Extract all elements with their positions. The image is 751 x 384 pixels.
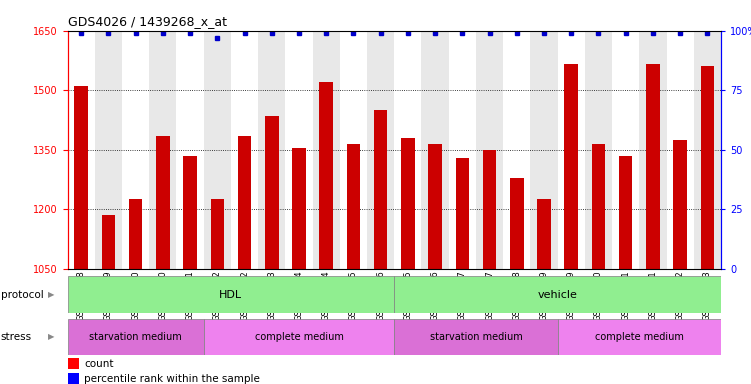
Bar	[156, 136, 170, 269]
Bar	[68, 373, 80, 384]
Bar	[421, 31, 449, 269]
Bar	[292, 148, 306, 269]
Bar	[68, 359, 80, 369]
Bar	[238, 136, 252, 269]
Bar	[95, 31, 122, 269]
Bar	[537, 199, 550, 269]
Text: ▶: ▶	[48, 290, 55, 299]
Bar	[204, 31, 231, 269]
Text: starvation medium: starvation medium	[89, 332, 182, 342]
Bar	[68, 319, 204, 355]
Bar	[639, 31, 667, 269]
Bar	[183, 156, 197, 269]
Bar	[646, 65, 659, 269]
Text: stress: stress	[1, 332, 32, 342]
Bar	[701, 66, 714, 269]
Bar	[428, 144, 442, 269]
Bar	[210, 199, 224, 269]
Text: GDS4026 / 1439268_x_at: GDS4026 / 1439268_x_at	[68, 15, 227, 28]
Text: protocol: protocol	[1, 290, 44, 300]
Bar	[374, 110, 388, 269]
Text: count: count	[84, 359, 113, 369]
Text: complete medium: complete medium	[255, 332, 343, 342]
Bar	[401, 138, 415, 269]
Bar	[483, 150, 496, 269]
Bar	[312, 31, 339, 269]
Bar	[74, 86, 88, 269]
Text: complete medium: complete medium	[595, 332, 683, 342]
Bar	[619, 156, 632, 269]
Bar	[265, 116, 279, 269]
Text: vehicle: vehicle	[538, 290, 578, 300]
Bar	[585, 31, 612, 269]
Bar	[347, 144, 360, 269]
Bar	[394, 319, 557, 355]
Bar	[101, 215, 115, 269]
Bar	[319, 82, 333, 269]
Bar	[592, 144, 605, 269]
Bar	[510, 177, 523, 269]
Text: starvation medium: starvation medium	[430, 332, 523, 342]
Bar	[694, 31, 721, 269]
Bar	[68, 276, 394, 313]
Bar	[674, 140, 687, 269]
Bar	[530, 31, 557, 269]
Text: HDL: HDL	[219, 290, 243, 300]
Bar	[565, 65, 578, 269]
Bar	[394, 276, 721, 313]
Text: ▶: ▶	[48, 333, 55, 341]
Bar	[557, 319, 721, 355]
Text: percentile rank within the sample: percentile rank within the sample	[84, 374, 260, 384]
Bar	[129, 199, 143, 269]
Bar	[204, 319, 394, 355]
Bar	[367, 31, 394, 269]
Bar	[476, 31, 503, 269]
Bar	[149, 31, 176, 269]
Bar	[456, 158, 469, 269]
Bar	[258, 31, 285, 269]
